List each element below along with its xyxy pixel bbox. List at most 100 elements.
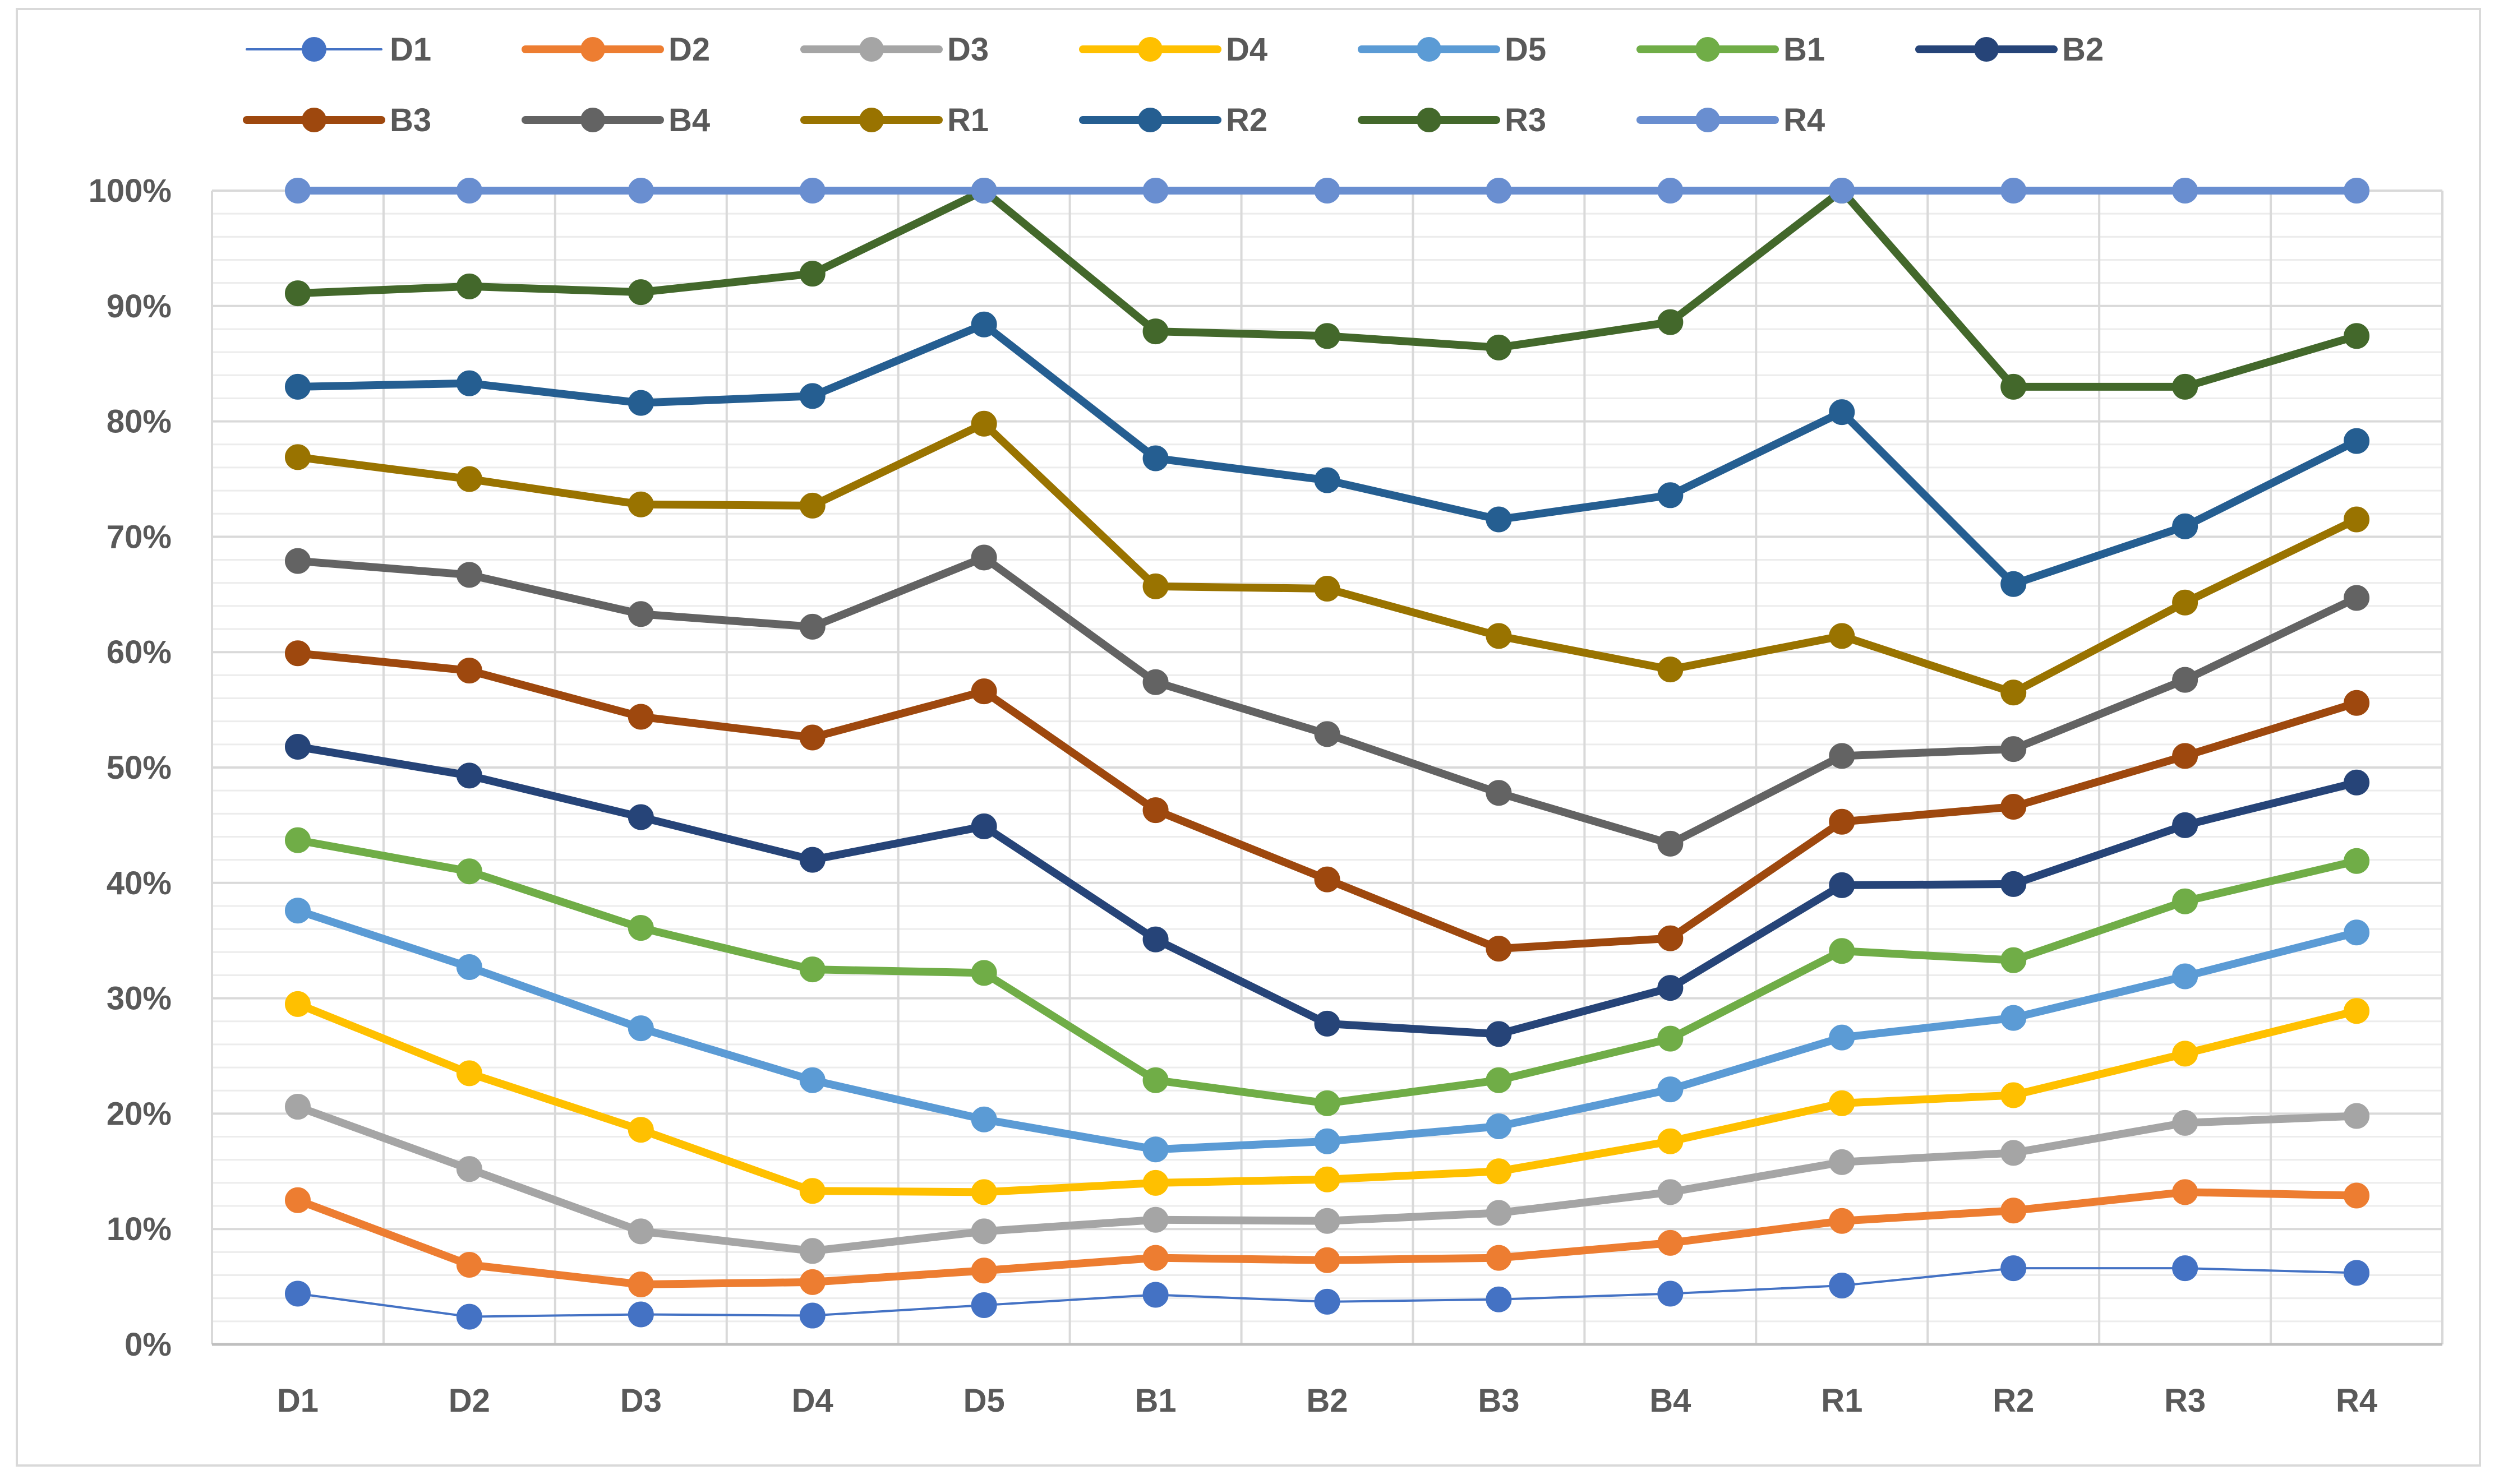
- data-point-b2: [2000, 871, 2027, 897]
- data-point-d4: [971, 1179, 997, 1205]
- data-point-r3: [628, 279, 654, 306]
- y-tick-label: 0%: [125, 1326, 172, 1363]
- data-point-b3: [971, 678, 997, 705]
- data-point-b4: [628, 601, 654, 627]
- x-tick-label: D2: [449, 1383, 490, 1419]
- data-point-b2: [1657, 975, 1684, 1001]
- data-point-b3: [2000, 793, 2027, 820]
- data-point-b1: [1142, 1067, 1169, 1093]
- series-d2: [284, 1179, 2370, 1297]
- data-point-r1: [971, 410, 997, 437]
- data-point-d1: [971, 1292, 997, 1319]
- legend-label: D1: [390, 31, 431, 68]
- data-point-d1: [284, 1280, 311, 1307]
- data-point-d2: [1314, 1247, 1340, 1273]
- data-point-b4: [1314, 721, 1340, 747]
- legend-marker: [302, 108, 326, 132]
- data-point-b1: [456, 858, 482, 885]
- data-point-r2: [2172, 513, 2198, 539]
- legend-entry-d4: D4: [1079, 31, 1267, 68]
- series-b4: [284, 544, 2370, 857]
- data-point-d3: [1142, 1206, 1169, 1233]
- data-point-r3: [2000, 373, 2027, 400]
- series-r1: [284, 410, 2370, 706]
- data-point-d2: [1657, 1229, 1684, 1256]
- data-point-d3: [1486, 1200, 1512, 1226]
- data-point-d4: [1314, 1166, 1340, 1192]
- legend-entry-d5: D5: [1358, 31, 1546, 68]
- data-point-d5: [456, 954, 482, 981]
- data-point-d5: [971, 1106, 997, 1132]
- legend-label: D5: [1505, 31, 1546, 68]
- x-tick-label: R1: [1821, 1383, 1862, 1419]
- data-point-r4: [2344, 178, 2370, 204]
- data-point-r4: [1486, 178, 1512, 204]
- data-point-d5: [628, 1015, 654, 1042]
- data-point-d3: [2172, 1109, 2198, 1136]
- data-point-r2: [1657, 482, 1684, 508]
- x-tick-label: B2: [1306, 1383, 1348, 1419]
- legend-entry-b3: B3: [243, 102, 431, 138]
- data-point-b4: [2344, 585, 2370, 611]
- legend-label: D4: [1226, 31, 1267, 68]
- legend-entry-b1: B1: [1636, 31, 1825, 68]
- data-point-d5: [799, 1067, 826, 1093]
- data-point-b1: [1486, 1067, 1512, 1093]
- legend-label: B1: [1783, 31, 1825, 68]
- data-point-d5: [2172, 963, 2198, 990]
- legend-label: R4: [1783, 102, 1825, 138]
- data-point-d4: [1142, 1169, 1169, 1196]
- data-point-r3: [1486, 334, 1512, 360]
- data-point-b1: [628, 915, 654, 941]
- data-point-r2: [1314, 467, 1340, 493]
- data-point-r4: [1829, 178, 1855, 204]
- data-point-b1: [2344, 848, 2370, 874]
- data-point-b4: [971, 544, 997, 571]
- data-point-d2: [284, 1187, 311, 1213]
- x-tick-label: D5: [963, 1383, 1005, 1419]
- legend-label: B3: [390, 102, 431, 138]
- data-point-b1: [284, 827, 311, 853]
- data-point-r2: [628, 390, 654, 416]
- data-point-b4: [1142, 669, 1169, 695]
- data-point-d4: [2000, 1082, 2027, 1108]
- data-point-b4: [456, 562, 482, 588]
- data-point-d3: [1657, 1179, 1684, 1205]
- data-point-b3: [628, 704, 654, 730]
- data-point-d2: [1142, 1245, 1169, 1271]
- series-line-r3: [293, 187, 2361, 391]
- legend-entry-d3: D3: [800, 31, 989, 68]
- data-point-d1: [628, 1301, 654, 1328]
- data-point-d3: [2000, 1140, 2027, 1166]
- y-tick-label: 40%: [107, 865, 172, 902]
- legend-marker: [1974, 37, 1999, 62]
- data-point-r3: [1314, 323, 1340, 349]
- legend-label: R1: [947, 102, 989, 138]
- legend-label: R2: [1226, 102, 1267, 138]
- data-point-r4: [971, 178, 997, 204]
- data-point-d5: [1142, 1136, 1169, 1163]
- legend-entry-r4: R4: [1636, 102, 1825, 138]
- data-point-d1: [2172, 1255, 2198, 1282]
- data-point-r2: [1142, 445, 1169, 471]
- data-point-b3: [2344, 690, 2370, 716]
- series-d5: [284, 898, 2370, 1163]
- data-point-r3: [284, 280, 311, 307]
- data-point-d4: [1829, 1090, 1855, 1116]
- series-r3: [284, 178, 2370, 400]
- x-tick-label: D4: [792, 1383, 833, 1419]
- legend-entry-r2: R2: [1079, 102, 1267, 138]
- data-point-r1: [2344, 506, 2370, 533]
- data-point-r2: [284, 373, 311, 400]
- y-tick-label: 90%: [107, 288, 172, 325]
- data-point-r1: [456, 466, 482, 492]
- data-point-d5: [1486, 1113, 1512, 1140]
- legend-marker: [580, 37, 605, 62]
- data-point-d1: [799, 1302, 826, 1329]
- data-point-d2: [628, 1271, 654, 1297]
- data-point-d1: [2344, 1260, 2370, 1286]
- data-point-d1: [1829, 1273, 1855, 1299]
- gridlines: [211, 189, 2443, 1346]
- data-point-d2: [799, 1269, 826, 1295]
